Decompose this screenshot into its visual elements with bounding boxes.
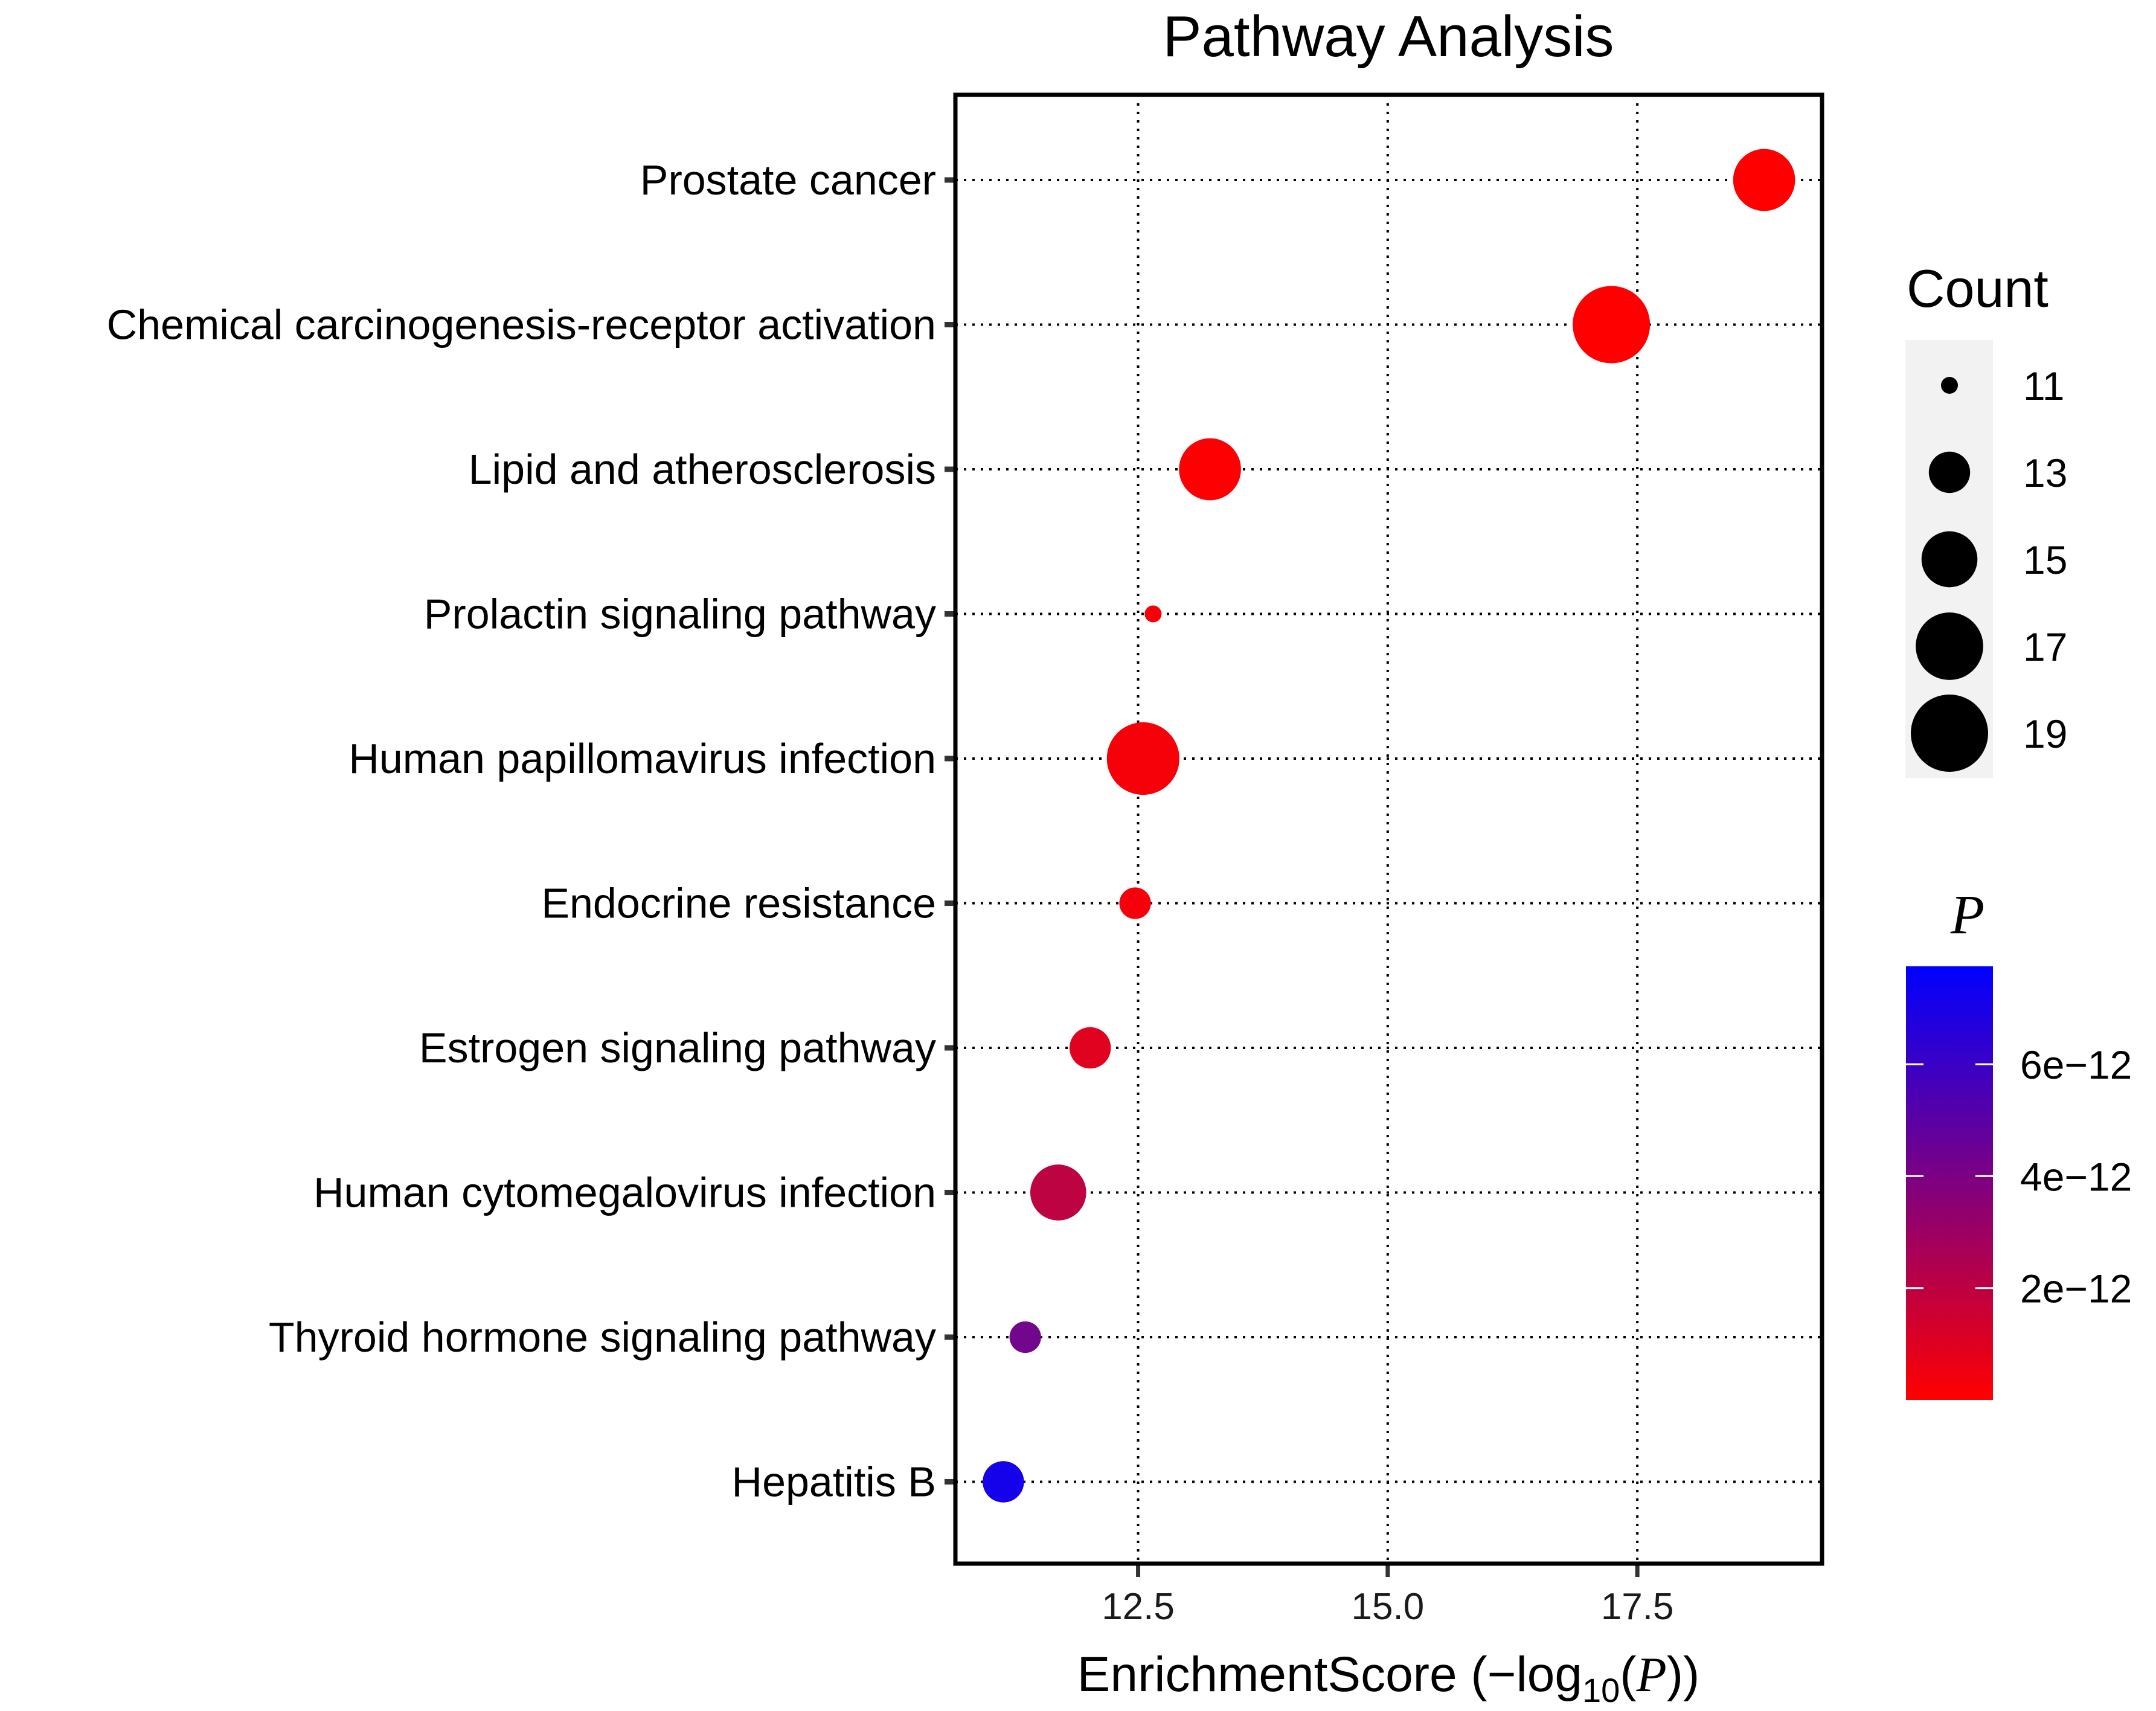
- x-axis-label-variable: P: [1636, 1647, 1667, 1702]
- data-point: [1733, 149, 1795, 211]
- y-tick-label: Estrogen signaling pathway: [419, 1024, 936, 1071]
- count-legend: Count 11 13 15 17 19: [1905, 258, 2067, 778]
- count-legend-key: [1921, 531, 1978, 588]
- y-tick-label: Lipid and atherosclerosis: [469, 446, 936, 493]
- count-legend-key: [1941, 377, 1958, 394]
- y-axis-labels: Prostate cancer Chemical carcinogenesis-r…: [107, 156, 955, 1506]
- y-tick-label: Prolactin signaling pathway: [424, 591, 936, 638]
- x-tick-label: 17.5: [1601, 1586, 1674, 1628]
- x-axis-label-close-paren: )): [1667, 1647, 1700, 1702]
- y-tick-label: Human papillomavirus infection: [348, 735, 936, 782]
- colorbar-tick-label: 4e−12: [2020, 1154, 2132, 1199]
- chart-title: Pathway Analysis: [1163, 4, 1614, 69]
- data-point: [1144, 605, 1162, 623]
- plot-panel-border: [953, 92, 1824, 1566]
- colorbar-title: P: [1950, 884, 1984, 945]
- count-legend-label: 15: [2023, 538, 2067, 582]
- x-axis-label-open-paren: (: [1620, 1647, 1636, 1702]
- data-point: [1009, 1321, 1041, 1353]
- data-points: [983, 149, 1795, 1503]
- x-axis-label: EnrichmentScore (−log10(P)): [1077, 1647, 1700, 1709]
- data-point: [1069, 1027, 1111, 1069]
- colorbar-tick-label: 2e−12: [2020, 1266, 2132, 1311]
- count-legend-label: 19: [2023, 711, 2067, 756]
- count-legend-key: [1911, 695, 1988, 772]
- x-axis-label-subscript: 10: [1582, 1671, 1620, 1709]
- x-tick-label: 15.0: [1352, 1586, 1425, 1628]
- y-tick-label: Chemical carcinogenesis-receptor activat…: [107, 301, 936, 348]
- colorbar-tick-label: 6e−12: [2020, 1042, 2132, 1087]
- y-tick-label: Human cytomegalovirus infection: [313, 1169, 936, 1216]
- y-tick-label: Thyroid hormone signaling pathway: [269, 1314, 936, 1361]
- data-point: [1179, 438, 1241, 501]
- data-point: [1573, 286, 1651, 364]
- count-legend-label: 11: [2023, 364, 2065, 408]
- count-legend-label: 17: [2023, 624, 2067, 669]
- count-legend-title: Count: [1907, 258, 2049, 318]
- data-point: [1119, 887, 1151, 919]
- x-tick-label: 12.5: [1102, 1586, 1175, 1628]
- count-legend-key: [1928, 451, 1971, 493]
- data-point: [1106, 722, 1179, 795]
- y-tick-label: Endocrine resistance: [541, 880, 936, 927]
- x-axis-label-main: EnrichmentScore (−log: [1077, 1647, 1582, 1702]
- data-point: [1030, 1164, 1086, 1221]
- count-legend-key: [1916, 612, 1983, 680]
- count-legend-label: 13: [2023, 451, 2067, 495]
- grid-lines: [955, 95, 1822, 1564]
- colorbar: [1906, 966, 1993, 1400]
- p-value-colorbar-legend: P 2e−12 4e−12 6e−12: [1906, 884, 2132, 1400]
- data-point: [983, 1461, 1024, 1503]
- y-tick-label: Prostate cancer: [640, 156, 936, 204]
- y-tick-label: Hepatitis B: [732, 1459, 936, 1506]
